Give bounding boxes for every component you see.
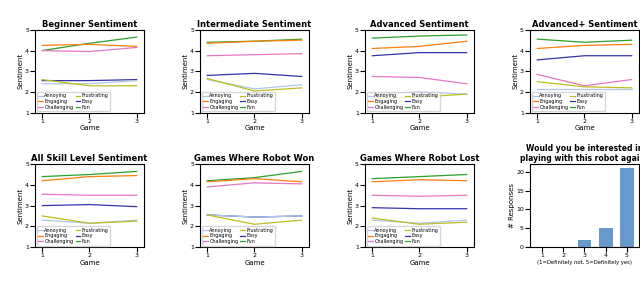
X-axis label: Game: Game xyxy=(409,260,430,266)
Legend: Annoying, Engaging, Challenging, Frustrating, Easy, Fun: Annoying, Engaging, Challenging, Frustra… xyxy=(36,92,110,111)
Title: Advanced Sentiment: Advanced Sentiment xyxy=(370,20,468,29)
X-axis label: Game: Game xyxy=(79,125,100,131)
Y-axis label: Sentiment: Sentiment xyxy=(17,53,24,89)
Legend: Annoying, Engaging, Challenging, Frustrating, Easy, Fun: Annoying, Engaging, Challenging, Frustra… xyxy=(367,226,440,246)
Legend: Annoying, Engaging, Challenging, Frustrating, Easy, Fun: Annoying, Engaging, Challenging, Frustra… xyxy=(36,226,110,246)
Legend: Annoying, Engaging, Challenging, Frustrating, Easy, Fun: Annoying, Engaging, Challenging, Frustra… xyxy=(202,92,275,111)
X-axis label: Game: Game xyxy=(574,125,595,131)
Y-axis label: Sentiment: Sentiment xyxy=(182,53,189,89)
Title: Games Where Robot Lost: Games Where Robot Lost xyxy=(360,154,479,163)
Bar xyxy=(577,239,591,247)
X-axis label: Game: Game xyxy=(244,125,265,131)
Title: Games Where Robot Won: Games Where Robot Won xyxy=(195,154,315,163)
Title: Advanced+ Sentiment: Advanced+ Sentiment xyxy=(532,20,637,29)
Title: Intermediate Sentiment: Intermediate Sentiment xyxy=(197,20,312,29)
Y-axis label: Sentiment: Sentiment xyxy=(513,53,518,89)
Title: Beginner Sentiment: Beginner Sentiment xyxy=(42,20,137,29)
Legend: Annoying, Engaging, Challenging, Frustrating, Easy, Fun: Annoying, Engaging, Challenging, Frustra… xyxy=(367,92,440,111)
Y-axis label: Sentiment: Sentiment xyxy=(348,53,353,89)
Y-axis label: Sentiment: Sentiment xyxy=(348,187,353,224)
X-axis label: Game: Game xyxy=(409,125,430,131)
X-axis label: (1=Definitely not, 5=Definitely yes): (1=Definitely not, 5=Definitely yes) xyxy=(537,260,632,265)
Bar xyxy=(620,168,634,247)
Y-axis label: Sentiment: Sentiment xyxy=(17,187,24,224)
Legend: Annoying, Engaging, Challenging, Frustrating, Easy, Fun: Annoying, Engaging, Challenging, Frustra… xyxy=(202,226,275,246)
Title: All Skill Level Sentiment: All Skill Level Sentiment xyxy=(31,154,148,163)
Y-axis label: # Responses: # Responses xyxy=(509,183,515,228)
Legend: Annoying, Engaging, Challenging, Frustrating, Easy, Fun: Annoying, Engaging, Challenging, Frustra… xyxy=(532,92,605,111)
X-axis label: Game: Game xyxy=(244,260,265,266)
Bar xyxy=(599,228,612,247)
Y-axis label: Sentiment: Sentiment xyxy=(182,187,189,224)
Title: Would you be interested in
playing with this robot again?: Would you be interested in playing with … xyxy=(520,144,640,163)
X-axis label: Game: Game xyxy=(79,260,100,266)
